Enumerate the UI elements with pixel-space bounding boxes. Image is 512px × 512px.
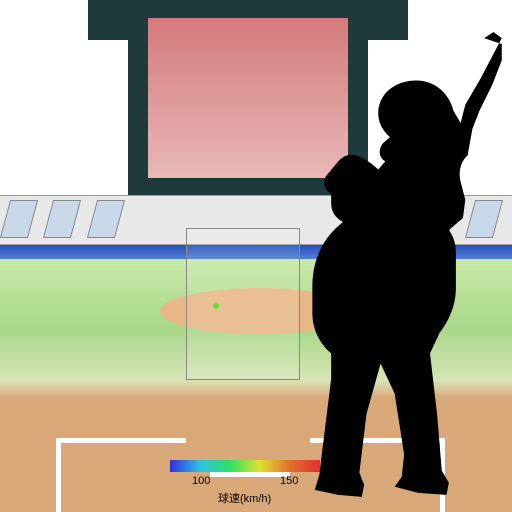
field-line — [56, 438, 61, 512]
strike-zone — [186, 228, 300, 380]
pitch-marker — [213, 303, 219, 309]
speed-legend-tick: 150 — [280, 475, 298, 487]
field-line — [210, 472, 290, 477]
speed-legend-bar — [170, 460, 320, 472]
field-line — [56, 438, 186, 443]
speed-legend-tick: 100 — [192, 475, 210, 487]
batter-path — [312, 32, 501, 497]
speed-legend-label: 球速(km/h) — [218, 490, 271, 506]
batter-silhouette — [310, 30, 510, 505]
